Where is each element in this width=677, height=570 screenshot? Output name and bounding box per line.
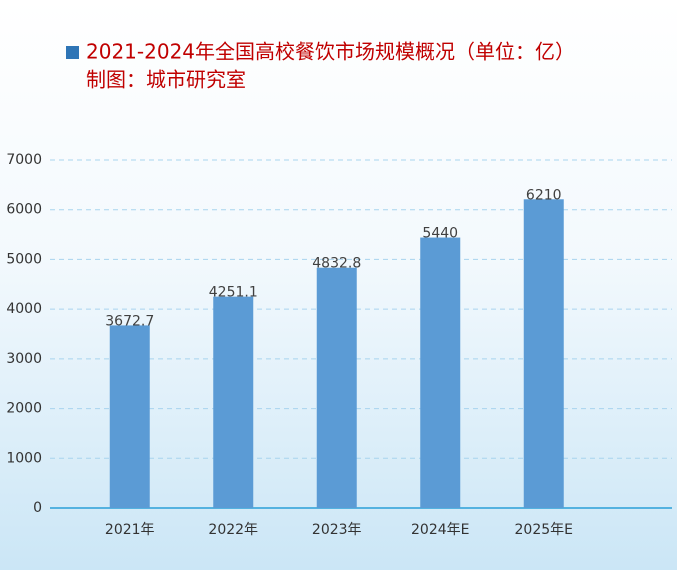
data-label: 6210	[526, 187, 562, 203]
y-tick-label: 1000	[6, 450, 42, 466]
x-tick-label: 2022年	[208, 522, 258, 538]
title-marker	[66, 46, 79, 59]
chart-title: 2021-2024年全国高校餐饮市场规模概况（单位：亿）	[86, 40, 575, 64]
y-tick-label: 3000	[6, 351, 42, 367]
bar	[420, 237, 461, 508]
data-label: 4832.8	[312, 256, 361, 272]
y-tick-label: 7000	[6, 152, 42, 168]
x-tick-label: 2021年	[105, 522, 155, 538]
x-tick-label: 2023年	[312, 522, 362, 538]
y-tick-label: 6000	[6, 202, 42, 218]
data-label: 3672.7	[105, 313, 154, 329]
chart-subtitle: 制图：城市研究室	[86, 68, 246, 92]
x-tick-label: 2025年E	[515, 522, 573, 538]
y-tick-label: 2000	[6, 401, 42, 417]
y-tick-label: 0	[33, 500, 42, 516]
data-label: 4251.1	[209, 285, 258, 301]
x-tick-label: 2024年E	[411, 522, 469, 538]
bar	[213, 296, 254, 508]
bar	[523, 199, 564, 508]
y-tick-label: 4000	[6, 301, 42, 317]
y-tick-label: 5000	[6, 251, 42, 267]
bar	[109, 325, 150, 508]
bar	[316, 267, 357, 508]
data-label: 5440	[422, 226, 458, 242]
